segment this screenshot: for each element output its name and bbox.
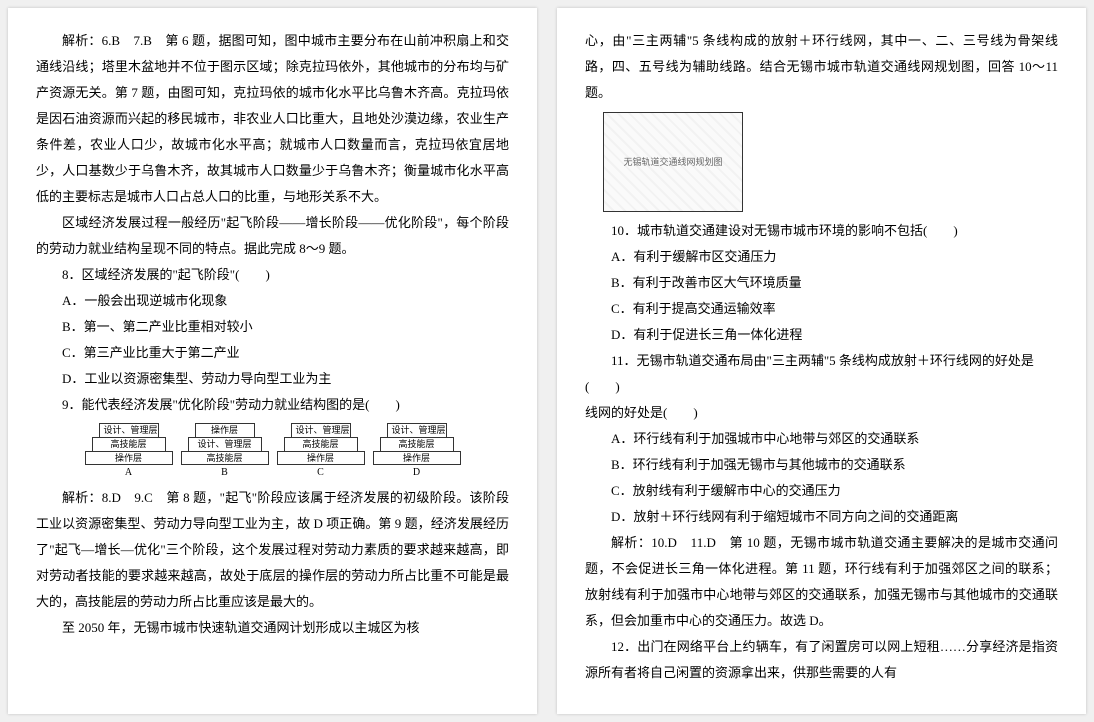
pyramid-label: A bbox=[125, 467, 132, 479]
question-11-tail: 线网的好处是( ) bbox=[585, 400, 1058, 426]
pyramid-layer: 操作层 bbox=[195, 423, 255, 438]
pyramid-layer: 高技能层 bbox=[380, 437, 454, 452]
option-10d: D．有利于促进长三角一体化进程 bbox=[585, 322, 1058, 348]
pyramid-d: 设计、管理层 高技能层 操作层 D bbox=[373, 424, 461, 479]
intro-10-11-part-a: 至 2050 年，无锡市城市快速轨道交通网计划形成以主城区为核 bbox=[36, 615, 509, 641]
option-10a: A．有利于缓解市区交通压力 bbox=[585, 244, 1058, 270]
pyramid-layer: 设计、管理层 bbox=[188, 437, 262, 452]
question-12-intro: 12．出门在网络平台上约辆车，有了闲置房可以网上短租……分享经济是指资源所有者将… bbox=[585, 634, 1058, 686]
option-11a: A．环行线有利于加强城市中心地带与郊区的交通联系 bbox=[585, 426, 1058, 452]
pyramid-layer: 操作层 bbox=[277, 451, 365, 466]
pyramid-layer: 高技能层 bbox=[92, 437, 166, 452]
pyramid-layer: 高技能层 bbox=[284, 437, 358, 452]
pyramid-layer: 高技能层 bbox=[181, 451, 269, 466]
option-11d: D．放射＋环行线网有利于缩短城市不同方向之间的交通距离 bbox=[585, 504, 1058, 530]
analysis-8-9: 解析：8.D 9.C 第 8 题，"起飞"阶段应该属于经济发展的初级阶段。该阶段… bbox=[36, 485, 509, 615]
pyramid-layer: 操作层 bbox=[85, 451, 173, 466]
question-8: 8．区域经济发展的"起飞阶段"( ) bbox=[36, 262, 509, 288]
pyramid-diagrams: 设计、管理层 高技能层 操作层 A 操作层 设计、管理层 高技能层 B 设计、管… bbox=[36, 424, 509, 479]
pyramid-label: B bbox=[221, 467, 228, 479]
option-8d: D．工业以资源密集型、劳动力导向型工业为主 bbox=[36, 366, 509, 392]
option-8c: C．第三产业比重大于第二产业 bbox=[36, 340, 509, 366]
question-9: 9．能代表经济发展"优化阶段"劳动力就业结构图的是( ) bbox=[36, 392, 509, 418]
option-10b: B．有利于改善市区大气环境质量 bbox=[585, 270, 1058, 296]
option-8b: B．第一、第二产业比重相对较小 bbox=[36, 314, 509, 340]
option-8a: A．一般会出现逆城市化现象 bbox=[36, 288, 509, 314]
map-caption: 无锡轨道交通线网规划图 bbox=[623, 153, 722, 171]
question-10: 10．城市轨道交通建设对无锡市城市环境的影响不包括( ) bbox=[585, 218, 1058, 244]
option-10c: C．有利于提高交通运输效率 bbox=[585, 296, 1058, 322]
pyramid-b: 操作层 设计、管理层 高技能层 B bbox=[181, 424, 269, 479]
analysis-6-7: 解析：6.B 7.B 第 6 题，据图可知，图中城市主要分布在山前冲积扇上和交通… bbox=[36, 28, 509, 210]
intro-8-9: 区域经济发展过程一般经历"起飞阶段——增长阶段——优化阶段"，每个阶段的劳动力就… bbox=[36, 210, 509, 262]
page-left: 解析：6.B 7.B 第 6 题，据图可知，图中城市主要分布在山前冲积扇上和交通… bbox=[8, 8, 537, 714]
option-11b: B．环行线有利于加强无锡市与其他城市的交通联系 bbox=[585, 452, 1058, 478]
map-figure: 无锡轨道交通线网规划图 bbox=[603, 112, 743, 212]
pyramid-layer: 设计、管理层 bbox=[387, 423, 447, 438]
page-right: 心，由"三主两辅"5 条线构成的放射＋环行线网，其中一、二、三号线为骨架线路，四… bbox=[557, 8, 1086, 714]
pyramid-c: 设计、管理层 高技能层 操作层 C bbox=[277, 424, 365, 479]
option-11c: C．放射线有利于缓解市中心的交通压力 bbox=[585, 478, 1058, 504]
analysis-10-11: 解析：10.D 11.D 第 10 题，无锡市城市轨道交通主要解决的是城市交通问… bbox=[585, 530, 1058, 634]
pyramid-layer: 操作层 bbox=[373, 451, 461, 466]
pyramid-layer: 设计、管理层 bbox=[99, 423, 159, 438]
pyramid-a: 设计、管理层 高技能层 操作层 A bbox=[85, 424, 173, 479]
pyramid-layer: 设计、管理层 bbox=[291, 423, 351, 438]
question-11: 11．无锡市轨道交通布局由"三主两辅"5 条线构成放射＋环行线网的好处是( ) bbox=[585, 348, 1058, 400]
pyramid-label: D bbox=[413, 467, 420, 479]
pyramid-label: C bbox=[317, 467, 324, 479]
intro-10-11-part-b: 心，由"三主两辅"5 条线构成的放射＋环行线网，其中一、二、三号线为骨架线路，四… bbox=[585, 28, 1058, 106]
